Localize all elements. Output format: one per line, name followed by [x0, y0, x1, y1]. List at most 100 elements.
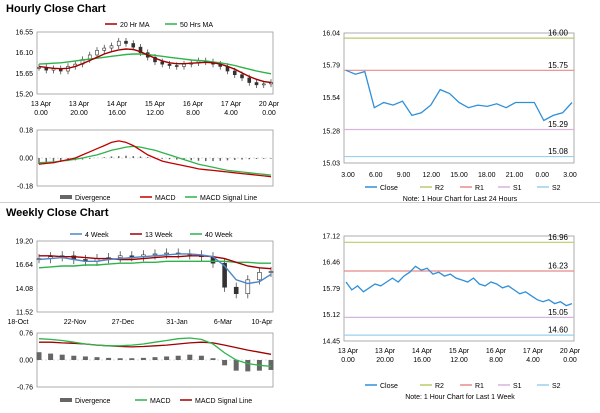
hourly-price-ytick: 15.65 — [15, 71, 33, 78]
hourly-levels-xtick: 9.00 — [397, 172, 411, 179]
weekly-40week-line — [38, 260, 271, 269]
hourly-legend-divergence: Divergence — [75, 195, 111, 202]
hourly-candle-body — [138, 46, 143, 53]
weekly-levels-xtick-date: 20 Apr — [560, 348, 581, 355]
weekly-macd-ytick: -0.76 — [17, 385, 33, 392]
hourly-candle-body — [102, 47, 107, 51]
hourly-price-xtick-date: 14 Apr — [107, 101, 128, 108]
hourly-price-xtick-date: 13 Apr — [69, 101, 90, 108]
weekly-legend-macd: MACD — [150, 398, 171, 405]
hourly-levels-legend-r1: R1 — [475, 185, 484, 192]
hourly-candle-body — [153, 56, 157, 63]
hourly-levels-xtick: 6.00 — [369, 172, 383, 179]
hourly-candle-body — [247, 77, 252, 83]
hourly-price-xtick-date: 20 Apr — [259, 101, 280, 108]
hourly-levels-xtick: 3.00 — [563, 172, 577, 179]
weekly-levels-xtick-time: 8.00 — [489, 357, 503, 364]
weekly-price-ytick: 16.64 — [15, 262, 33, 269]
weekly-candle-body — [164, 252, 169, 255]
weekly-4week-line — [38, 253, 272, 285]
hourly-levels-ytick: 15.54 — [322, 95, 340, 102]
weekly-levels-ytick: 16.46 — [322, 259, 340, 266]
weekly-divergence-bar — [36, 352, 42, 360]
hourly-price-ytick: 15.20 — [15, 92, 33, 99]
weekly-macd-line — [38, 337, 272, 368]
hourly-20hr-ma-line — [38, 48, 272, 84]
weekly-levels-xtick-date: 13 Apr — [375, 348, 396, 355]
hourly-macd-ytick: -0.18 — [17, 184, 33, 191]
weekly-candle-body — [268, 271, 274, 273]
hourly-levels-legend-s2: S2 — [552, 185, 561, 192]
hourly-candle-body — [131, 43, 136, 48]
weekly-levels-ytick: 17.12 — [322, 234, 340, 241]
hourly-section-title: Hourly Close Chart — [6, 3, 106, 15]
weekly-candle-body — [233, 286, 239, 294]
hourly-price-xtick-time: 8.00 — [186, 110, 200, 117]
weekly-price-xtick: 10-Apr — [251, 319, 273, 326]
weekly-divergence-bar — [222, 360, 228, 366]
weekly-macd-ytick: 0.00 — [19, 358, 33, 365]
hourly-candle-body — [240, 74, 244, 79]
hourly-levels-level-r2-label: 16.00 — [548, 29, 569, 38]
weekly-levels-xtick-time: 4.00 — [526, 357, 540, 364]
hourly-levels-legend-s1: S1 — [513, 185, 522, 192]
hourly-candle-body — [160, 61, 165, 65]
weekly-levels-xtick-time: 12.00 — [450, 357, 468, 364]
hourly-legend-20hr: 20 Hr MA — [120, 22, 150, 29]
weekly-candle-body — [129, 255, 135, 258]
weekly-divergence-bar — [106, 357, 112, 360]
weekly-legend-signal: MACD Signal Line — [195, 398, 252, 405]
hourly-levels-legend-r2: R2 — [435, 185, 444, 192]
weekly-divergence-bar — [175, 355, 181, 360]
weekly-candle-body — [117, 255, 123, 258]
hourly-candle-body — [167, 63, 172, 66]
weekly-divergence-bar — [210, 358, 216, 360]
hourly-price-xtick-date: 13 Apr — [31, 101, 52, 108]
weekly-divergence-bar — [268, 360, 274, 370]
weekly-divergence-bar — [245, 360, 251, 372]
weekly-legend-divergence: Divergence — [75, 398, 111, 405]
hourly-levels-xtick: 18.00 — [478, 172, 496, 179]
weekly-levels-xtick-date: 17 Apr — [523, 348, 544, 355]
hourly-levels-xtick: 12.00 — [422, 172, 440, 179]
hourly-price-xtick-date: 15 Apr — [145, 101, 166, 108]
hourly-candle-body — [182, 63, 186, 67]
weekly-legend-4week: 4 Week — [85, 232, 109, 239]
hourly-levels-xtick: 15.00 — [450, 172, 468, 179]
weekly-price-ytick: 14.08 — [15, 286, 33, 293]
weekly-candle-body — [222, 262, 227, 288]
weekly-levels-legend-s1: S1 — [513, 383, 522, 390]
weekly-divergence-bar — [82, 356, 88, 360]
hourly-levels-xtick: 0.00 — [535, 172, 549, 179]
hourly-candle-body — [37, 67, 41, 69]
weekly-divergence-bar — [59, 354, 65, 360]
hourly-candle-body — [116, 40, 121, 47]
weekly-price-ytick: 11.52 — [16, 310, 33, 317]
weekly-levels-ytick: 15.12 — [322, 312, 340, 319]
weekly-price-frame — [36, 240, 274, 313]
weekly-divergence-bar — [198, 355, 204, 360]
hourly-macd-line — [38, 140, 272, 178]
hourly-levels-xtick: 21.00 — [506, 172, 524, 179]
weekly-levels-xtick-time: 0.00 — [341, 357, 355, 364]
hourly-levels-ytick: 15.03 — [322, 161, 340, 168]
hourly-candle-body — [269, 82, 273, 85]
weekly-divergence-bar — [187, 354, 193, 360]
hourly-price-xtick-date: 17 Apr — [221, 101, 242, 108]
hourly-price-xtick-time: 12.00 — [146, 110, 164, 117]
hourly-price-ytick: 16.10 — [15, 50, 33, 57]
hourly-price-xtick-time: 4.00 — [224, 110, 238, 117]
weekly-levels-close-line — [345, 265, 573, 307]
hourly-candle-body — [95, 50, 99, 56]
hourly-levels-close-line — [345, 69, 573, 122]
weekly-divergence-bar — [233, 360, 239, 371]
hourly-price-xtick-date: 16 Apr — [183, 101, 204, 108]
weekly-section-title: Weekly Close Chart — [6, 207, 109, 219]
hourly-levels-level-s2-label: 15.08 — [548, 147, 569, 156]
hourly-levels-frame — [343, 32, 575, 164]
hourly-candle-body — [232, 70, 237, 76]
hourly-candle-body — [254, 82, 259, 86]
weekly-levels-level-s2-label: 14.60 — [548, 326, 569, 335]
weekly-macd-ytick: 0.76 — [19, 331, 33, 338]
